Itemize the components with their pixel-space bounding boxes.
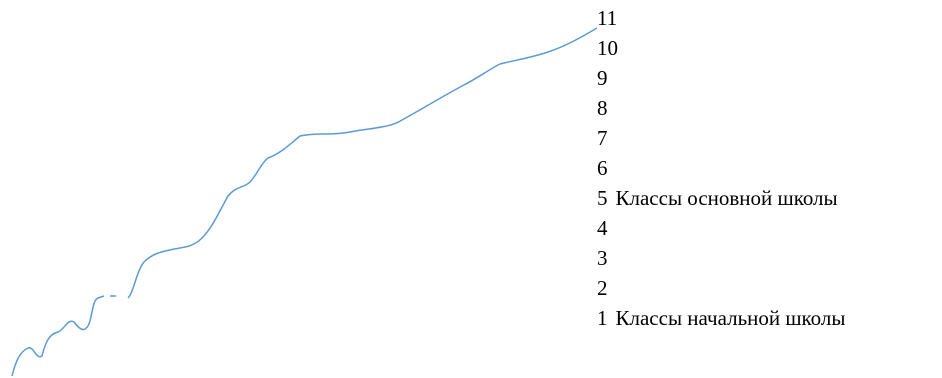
level-label: Классы основной школы bbox=[615, 186, 838, 210]
level-row: 6 bbox=[597, 153, 846, 183]
level-row: 7 bbox=[597, 123, 846, 153]
level-number: 9 bbox=[597, 66, 608, 90]
level-number: 8 bbox=[597, 96, 608, 120]
growth-curve bbox=[11, 27, 598, 377]
level-number: 7 bbox=[597, 126, 608, 150]
level-row: 9 bbox=[597, 63, 846, 93]
level-number: 6 bbox=[597, 156, 608, 180]
level-list: 11 10 9 8 7 6 5 Классы основной школы 4 3 2 1 Классы… bbox=[597, 3, 846, 333]
level-row: 8 bbox=[597, 93, 846, 123]
level-row: 2 bbox=[597, 273, 846, 303]
level-number: 10 bbox=[597, 36, 618, 60]
level-number: 3 bbox=[597, 246, 608, 270]
level-number: 2 bbox=[597, 276, 608, 300]
level-row: 1 Классы начальной школы bbox=[597, 303, 846, 333]
level-row: 3 bbox=[597, 243, 846, 273]
level-number: 4 bbox=[597, 216, 608, 240]
level-row: 11 bbox=[597, 3, 846, 33]
level-row: 4 bbox=[597, 213, 846, 243]
level-number: 11 bbox=[597, 6, 618, 30]
level-row: 10 bbox=[597, 33, 846, 63]
level-number: 5 bbox=[597, 186, 608, 210]
level-number: 1 bbox=[597, 306, 608, 330]
level-row: 5 Классы основной школы bbox=[597, 183, 846, 213]
level-label: Классы начальной школы bbox=[615, 306, 846, 330]
